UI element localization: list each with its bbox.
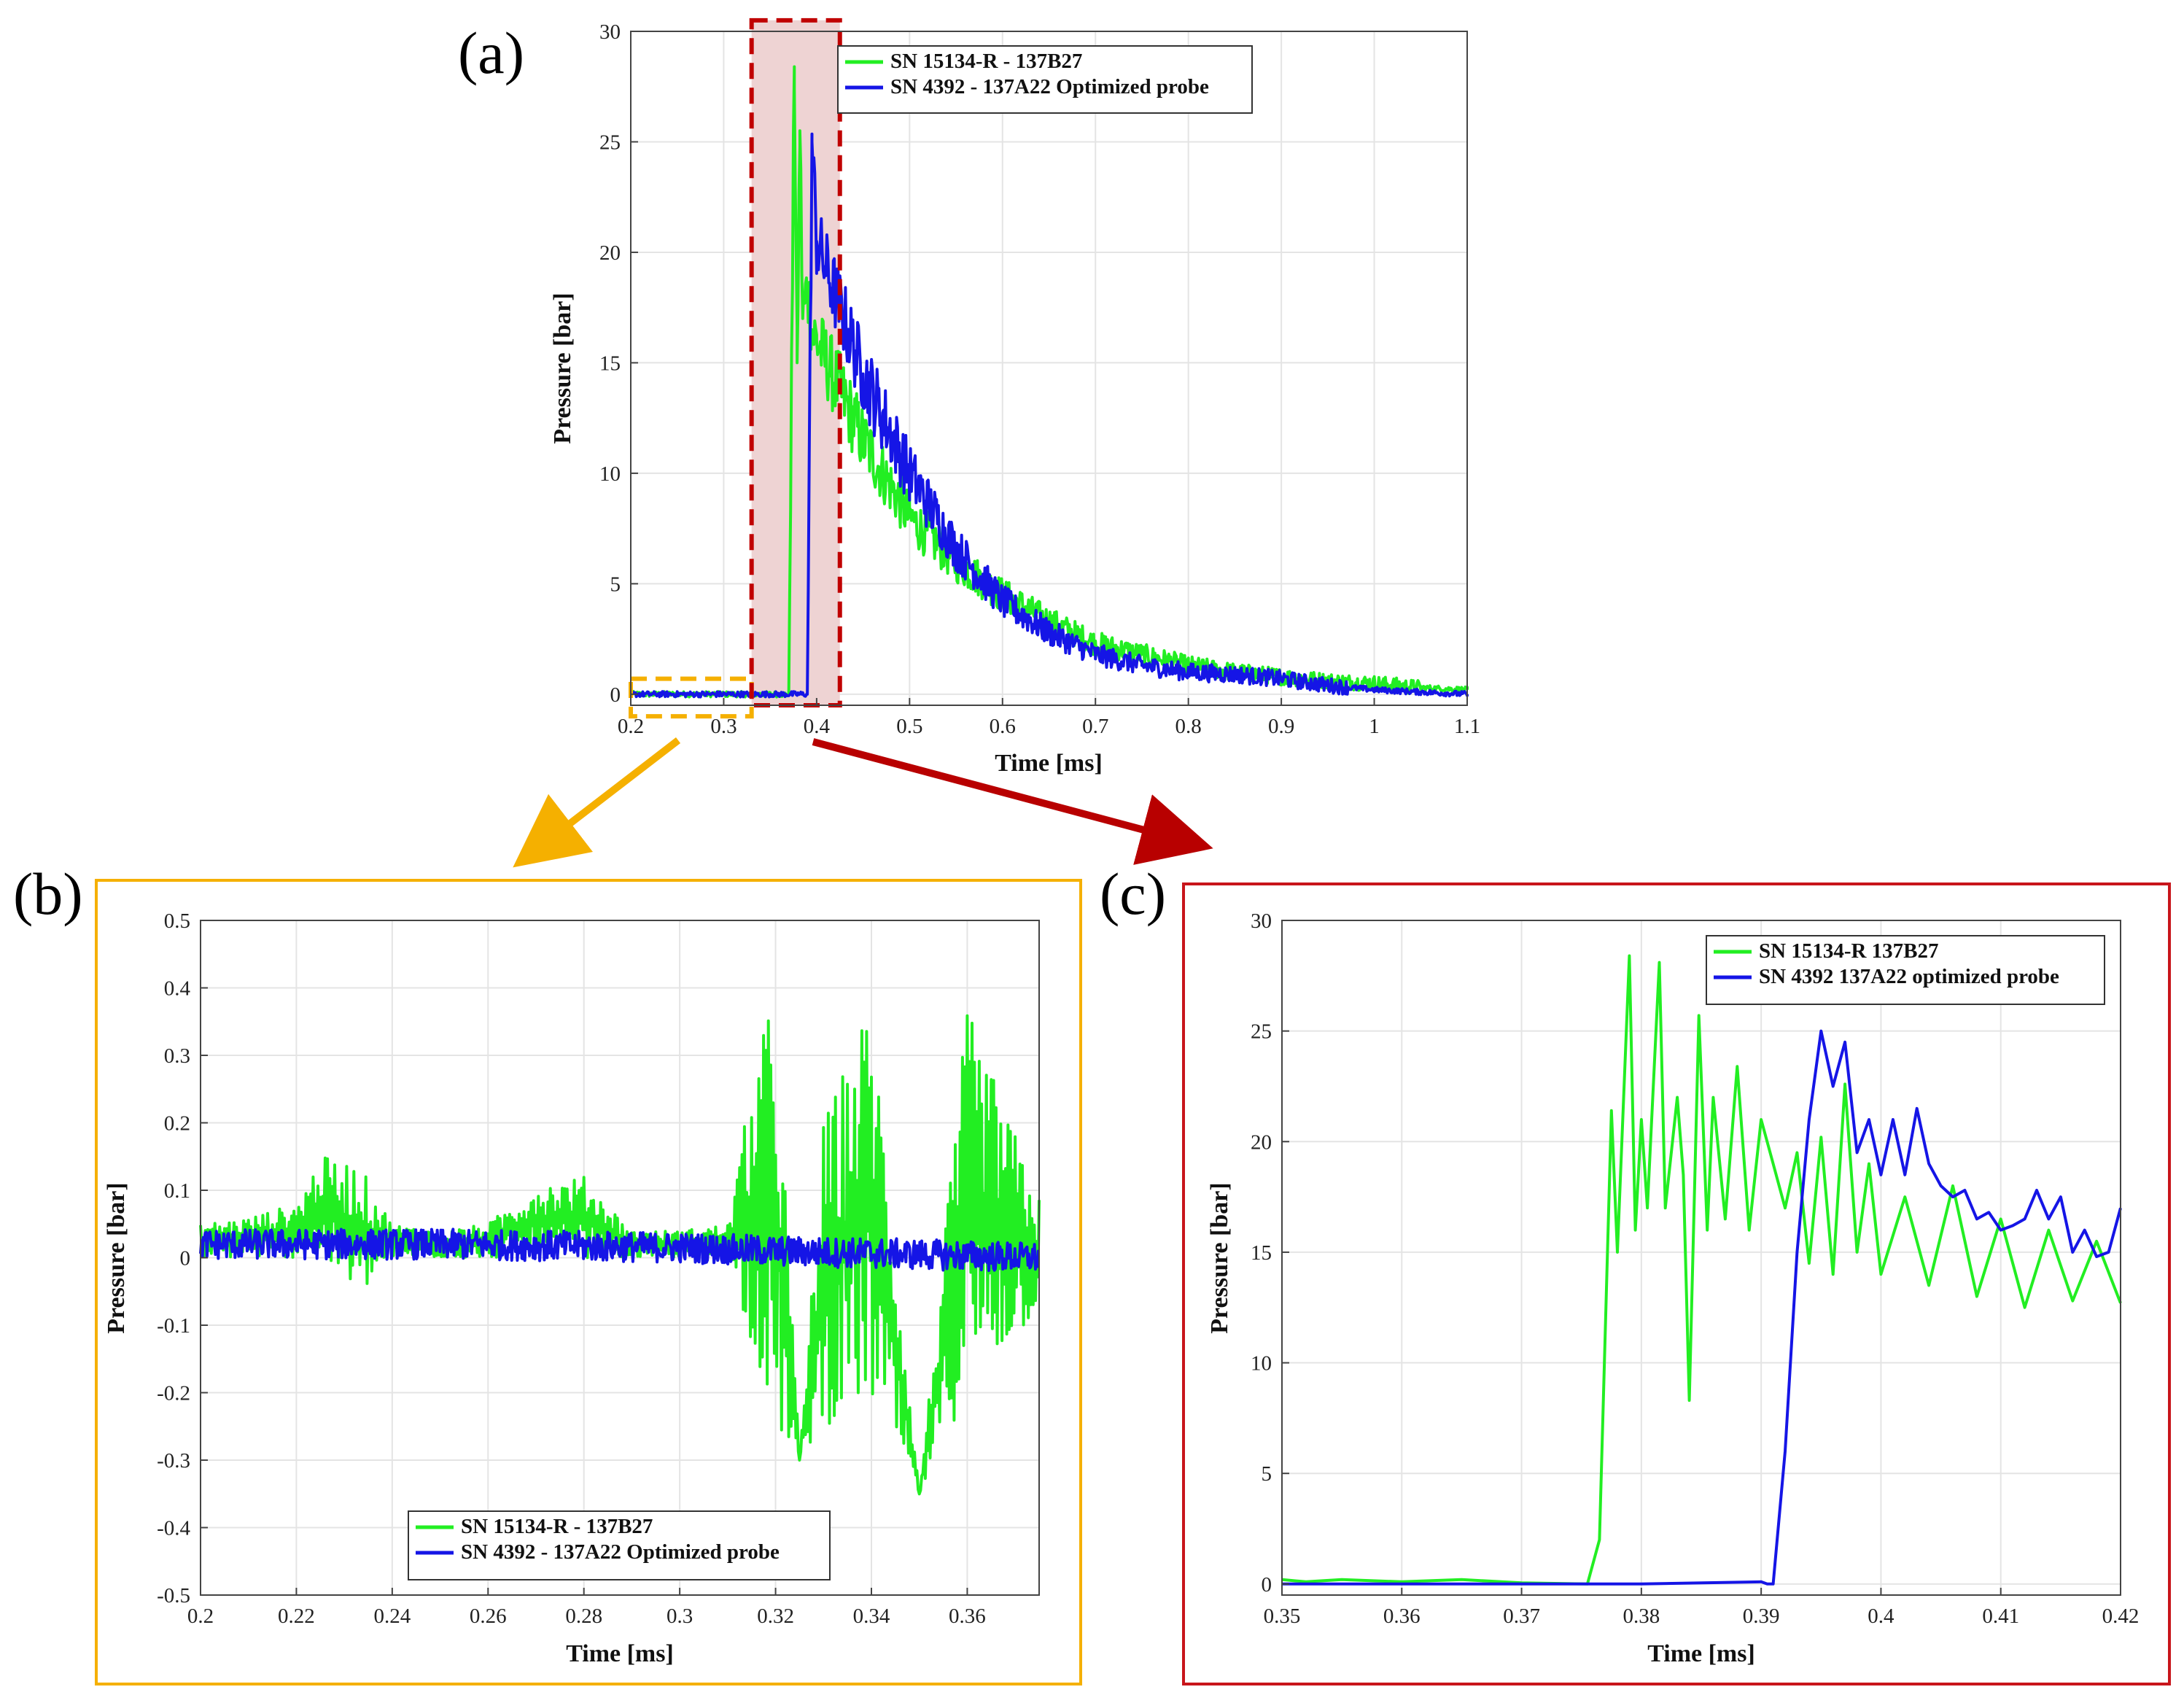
x-tick-label: 0.7 xyxy=(1082,715,1108,738)
arrow-to-panel-c xyxy=(812,738,1213,865)
axes-box xyxy=(630,31,1468,706)
y-tick-label: -0.4 xyxy=(157,1517,190,1540)
y-tick-label: 0 xyxy=(610,683,621,707)
x-tick-label: 0.2 xyxy=(187,1605,214,1628)
x-tick-label: 1.1 xyxy=(1454,715,1480,738)
y-tick-label: -0.5 xyxy=(157,1584,190,1607)
x-tick-label: 0.36 xyxy=(1383,1605,1421,1628)
x-tick-label: 0.32 xyxy=(757,1605,794,1628)
panel-c-frame xyxy=(1182,882,2171,1685)
plot-area xyxy=(1282,920,2121,1595)
y-axis-label: Pressure [bar] xyxy=(1206,1182,1233,1333)
x-tick-label: 0.42 xyxy=(2102,1605,2140,1628)
x-tick-label: 0.36 xyxy=(949,1605,986,1628)
arrow-to-panel-b xyxy=(513,737,681,868)
x-tick-label: 0.28 xyxy=(565,1605,602,1628)
series-line-blue xyxy=(1282,1029,2122,1586)
legend-box xyxy=(408,1510,831,1580)
x-tick-label: 0.9 xyxy=(1268,715,1294,738)
x-tick-label: 0.5 xyxy=(896,715,922,738)
axes-box xyxy=(1281,920,2121,1596)
panel-c-label: (c) xyxy=(1100,861,1166,927)
legend-label: SN 15134-R - 137B27 xyxy=(890,50,1082,73)
y-tick-label: 10 xyxy=(599,462,621,486)
legend-label: SN 4392 - 137A22 Optimized probe xyxy=(890,75,1209,98)
y-tick-label: 0.2 xyxy=(164,1112,190,1136)
y-tick-label: 15 xyxy=(1251,1241,1272,1265)
y-tick-label: 20 xyxy=(599,241,621,265)
x-tick-label: 0.6 xyxy=(990,715,1016,738)
y-tick-label: 0.3 xyxy=(164,1044,190,1068)
highlight-region-red xyxy=(749,18,842,707)
x-axis-label: Time [ms] xyxy=(566,1640,674,1667)
y-tick-label: 0 xyxy=(1262,1573,1272,1597)
legend-label: SN 15134-R - 137B27 xyxy=(461,1515,653,1538)
x-tick-label: 0.39 xyxy=(1743,1605,1780,1628)
x-tick-label: 1 xyxy=(1369,715,1380,738)
y-tick-label: -0.1 xyxy=(157,1314,190,1338)
series-line-blue xyxy=(199,1227,1040,1273)
x-tick-label: 0.8 xyxy=(1175,715,1202,738)
y-tick-label: 25 xyxy=(1251,1020,1272,1044)
chart-b: 0.2 0.22 0.24 0.26 0.28 0.3 0.32 0.34 0.36 -0.5 -0… xyxy=(103,909,1041,1667)
panel-b-label: (b) xyxy=(13,861,83,927)
chart-a: 0.2 0.3 0.4 0.5 0.6 0.7 0.8 0.9 1 1.1 0 5 10 15 20 25 30… xyxy=(549,18,1480,777)
y-tick-label: -0.2 xyxy=(157,1382,190,1405)
x-tick-label: 0.37 xyxy=(1503,1605,1540,1628)
panel-a-label: (a) xyxy=(458,20,524,86)
y-axis-label: Pressure [bar] xyxy=(103,1182,130,1333)
y-tick-label: 0.5 xyxy=(164,909,190,933)
legend-box xyxy=(837,45,1253,114)
x-tick-label: 0.35 xyxy=(1264,1605,1301,1628)
legend-box xyxy=(1706,935,2105,1005)
y-tick-label: 5 xyxy=(610,573,621,596)
y-tick-label: 30 xyxy=(1251,909,1272,933)
panel-b-frame xyxy=(95,879,1082,1685)
x-tick-label: 0.4 xyxy=(804,715,831,738)
x-tick-label: 0.26 xyxy=(470,1605,507,1628)
y-tick-label: 25 xyxy=(599,131,621,154)
y-tick-label: 0 xyxy=(180,1247,191,1271)
y-tick-label: 0.4 xyxy=(164,977,191,1001)
legend-label: SN 4392 137A22 optimized probe xyxy=(1759,965,2059,988)
legend-label: SN 15134-R 137B27 xyxy=(1759,939,1939,963)
y-tick-label: 20 xyxy=(1251,1130,1272,1154)
x-tick-label: 0.34 xyxy=(853,1605,890,1628)
x-tick-label: 0.38 xyxy=(1623,1605,1660,1628)
x-axis-label: Time [ms] xyxy=(995,750,1103,777)
x-tick-label: 0.22 xyxy=(278,1605,315,1628)
chart-c: 0.35 0.36 0.37 0.38 0.39 0.4 0.41 0.42 0 5 10 15 20 2… xyxy=(1206,909,2139,1667)
y-tick-label: 0.1 xyxy=(164,1179,190,1203)
y-tick-label: 10 xyxy=(1251,1352,1272,1376)
x-axis-label: Time [ms] xyxy=(1647,1640,1755,1667)
x-tick-label: 0.2 xyxy=(618,715,644,738)
y-tick-label: 30 xyxy=(599,20,621,44)
y-tick-label: -0.3 xyxy=(157,1449,190,1473)
x-tick-label: 0.3 xyxy=(667,1605,693,1628)
legend-label: SN 4392 - 137A22 Optimized probe xyxy=(461,1540,780,1564)
series-line-green xyxy=(1281,954,2122,1586)
series-line-blue xyxy=(629,132,1469,699)
x-tick-label: 0.41 xyxy=(1982,1605,2019,1628)
y-tick-label: 15 xyxy=(599,352,621,375)
y-axis-label: Pressure [bar] xyxy=(549,292,576,443)
y-tick-label: 5 xyxy=(1262,1462,1272,1486)
x-tick-label: 0.3 xyxy=(710,715,737,738)
x-tick-label: 0.24 xyxy=(373,1605,411,1628)
x-tick-label: 0.4 xyxy=(1868,1605,1895,1628)
